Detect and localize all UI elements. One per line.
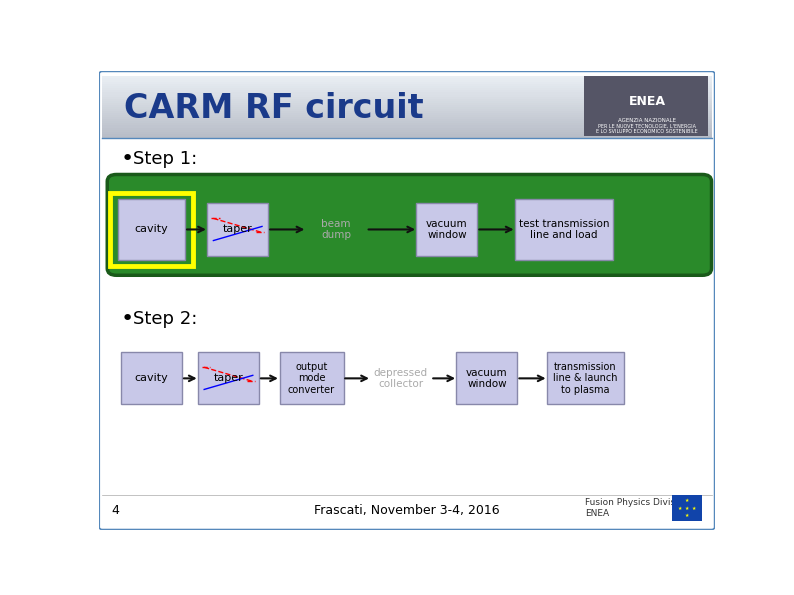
FancyBboxPatch shape	[121, 352, 182, 405]
Text: •: •	[121, 309, 134, 329]
Text: AGENZIA NAZIONALE: AGENZIA NAZIONALE	[618, 118, 676, 123]
Bar	[102, 130, 711, 131]
Text: PER LE NUOVE TECNOLOGIE, L'ENERGIA: PER LE NUOVE TECNOLOGIE, L'ENERGIA	[598, 124, 696, 129]
Text: cavity: cavity	[135, 224, 168, 234]
FancyBboxPatch shape	[547, 352, 623, 405]
Text: ★: ★	[684, 513, 689, 518]
Bar	[102, 96, 711, 99]
Text: E LO SVILUPPO ECONOMICO SOSTENIBILE: E LO SVILUPPO ECONOMICO SOSTENIBILE	[596, 129, 698, 134]
Text: taper: taper	[223, 224, 252, 234]
FancyBboxPatch shape	[207, 203, 268, 256]
Bar	[102, 136, 711, 138]
Bar	[102, 78, 711, 80]
Text: Step 1:: Step 1:	[133, 151, 198, 168]
Text: •: •	[121, 149, 134, 170]
Text: ENEA: ENEA	[585, 509, 610, 518]
Text: Fusion Physics Division: Fusion Physics Division	[585, 499, 689, 508]
Text: vacuum
window: vacuum window	[426, 218, 468, 240]
Bar	[102, 131, 711, 134]
Bar	[102, 109, 711, 111]
FancyBboxPatch shape	[672, 494, 703, 521]
Bar	[102, 90, 711, 92]
Text: transmission
line & launch
to plasma: transmission line & launch to plasma	[553, 362, 618, 395]
FancyBboxPatch shape	[118, 199, 185, 260]
FancyBboxPatch shape	[279, 352, 344, 405]
Bar	[102, 76, 711, 78]
Bar	[102, 82, 711, 84]
Text: ★: ★	[684, 506, 689, 511]
FancyBboxPatch shape	[515, 199, 613, 260]
Text: ★: ★	[684, 498, 689, 503]
Text: output
mode
converter: output mode converter	[288, 362, 335, 395]
Text: ENEA: ENEA	[628, 95, 665, 108]
Bar	[102, 107, 711, 109]
Text: CARM RF circuit: CARM RF circuit	[124, 92, 423, 126]
Text: Step 2:: Step 2:	[133, 310, 198, 328]
Bar	[102, 134, 711, 136]
Text: ★: ★	[677, 506, 682, 511]
Bar	[102, 105, 711, 107]
FancyBboxPatch shape	[198, 352, 259, 405]
Bar	[102, 101, 711, 103]
Bar	[102, 92, 711, 95]
Bar	[102, 119, 711, 121]
Text: 4: 4	[111, 504, 119, 517]
FancyBboxPatch shape	[584, 76, 708, 136]
Text: taper: taper	[214, 373, 243, 383]
Bar	[102, 126, 711, 127]
Text: Frascati, November 3-4, 2016: Frascati, November 3-4, 2016	[314, 504, 499, 517]
FancyBboxPatch shape	[457, 352, 518, 405]
Text: beam
dump: beam dump	[321, 218, 351, 240]
Bar	[102, 99, 711, 101]
Bar	[102, 115, 711, 117]
FancyBboxPatch shape	[107, 174, 711, 275]
Bar	[102, 86, 711, 88]
Bar	[102, 113, 711, 115]
Bar	[102, 95, 711, 96]
Bar	[102, 123, 711, 126]
FancyBboxPatch shape	[417, 203, 477, 256]
Text: test transmission
line and load: test transmission line and load	[518, 218, 609, 240]
Text: vacuum
window: vacuum window	[466, 368, 507, 389]
Bar	[102, 111, 711, 113]
Bar	[102, 117, 711, 119]
Bar	[102, 127, 711, 130]
FancyBboxPatch shape	[99, 71, 715, 530]
Text: depressed
collector: depressed collector	[374, 368, 428, 389]
Text: ★: ★	[692, 506, 696, 511]
Bar	[102, 88, 711, 90]
Bar	[102, 84, 711, 86]
Text: cavity: cavity	[135, 373, 168, 383]
Bar	[102, 103, 711, 105]
Bar	[102, 121, 711, 123]
Bar	[102, 80, 711, 82]
